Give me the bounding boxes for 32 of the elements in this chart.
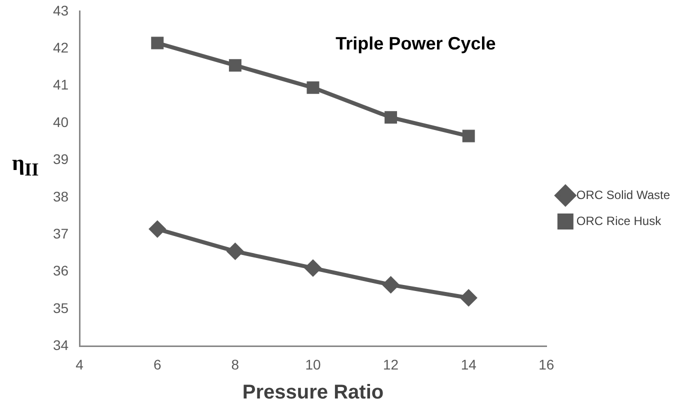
point (227, 243, 244, 260)
y-tick-label: 35 (52, 300, 69, 316)
y-tick-label: 39 (52, 151, 69, 168)
y-axis-title: η$_{II}$ (12, 150, 39, 180)
x-axis-title: Pressure Ratio (242, 382, 384, 404)
point (462, 130, 475, 142)
point (149, 221, 166, 238)
y-tick-label: 43 (52, 2, 69, 18)
x-tick-label: 4 (76, 356, 84, 372)
y-tick-label: 36 (52, 262, 69, 279)
point (384, 111, 398, 124)
x-tick-label: 14 (460, 356, 477, 372)
point (306, 81, 320, 94)
legend-label: ORC Rice Husk (576, 214, 662, 228)
x-tick-label: 10 (305, 356, 321, 372)
point (460, 290, 477, 306)
y-tick-label: 40 (52, 114, 69, 130)
x-tick-label: 8 (231, 356, 240, 372)
x-tick-label: 6 (153, 356, 162, 372)
point (151, 36, 164, 50)
y-tick-label: 38 (52, 188, 69, 204)
y-tick-label: 42 (52, 39, 69, 56)
point (382, 276, 399, 293)
x-tick-label: 16 (538, 356, 554, 372)
text: Triple Power Cycle (336, 33, 496, 54)
y-tick-label: 34 (52, 337, 69, 354)
legend-label: ORC Solid Waste (576, 188, 670, 202)
y-tick-label: 41 (52, 76, 69, 93)
point (304, 260, 321, 276)
y-tick-label: 37 (52, 225, 69, 242)
point (228, 59, 242, 72)
x-tick-label: 12 (383, 356, 399, 372)
